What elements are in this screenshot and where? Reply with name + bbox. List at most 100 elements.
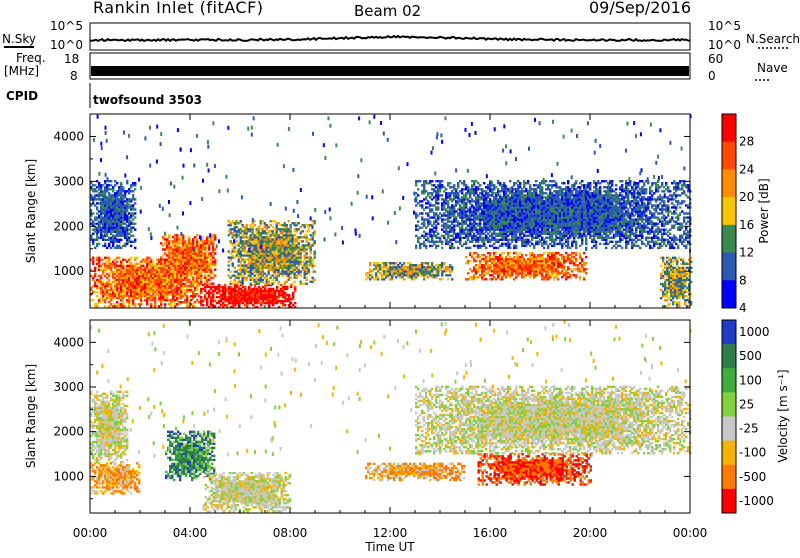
heatmap-cell <box>126 180 128 182</box>
heatmap-cell <box>509 252 511 254</box>
heatmap-cell <box>182 283 184 285</box>
heatmap-cell <box>298 222 300 224</box>
heatmap-cell <box>435 212 437 214</box>
heatmap-cell <box>451 270 453 272</box>
heatmap-cell <box>314 250 316 252</box>
heatmap-cell <box>150 303 152 305</box>
heatmap-cell <box>449 194 451 196</box>
heatmap-cell <box>503 252 505 254</box>
heatmap-cell <box>437 233 439 235</box>
heatmap-cell <box>469 260 471 262</box>
heatmap-cell <box>286 286 288 288</box>
power-heatmap-cells <box>90 114 692 308</box>
heatmap-cell <box>469 194 471 196</box>
heatmap-cell <box>96 291 98 293</box>
heatmap-cell <box>192 283 194 285</box>
heatmap-cell <box>371 270 373 272</box>
heatmap-cell <box>441 278 443 280</box>
heatmap-cell <box>415 184 417 186</box>
heatmap-cell <box>132 204 134 206</box>
heatmap-cell <box>569 268 571 270</box>
heatmap-cell <box>415 192 417 194</box>
heatmap-cell <box>429 202 431 204</box>
heatmap-cell <box>314 220 316 222</box>
heatmap-cell <box>92 233 94 235</box>
nsearch-tick-top: 10^5 <box>708 19 741 33</box>
heatmap-cell <box>314 271 316 273</box>
heatmap-cell <box>230 277 232 279</box>
heatmap-cell <box>314 279 316 281</box>
heatmap-cell <box>116 261 118 263</box>
heatmap-cell <box>308 269 310 271</box>
heatmap-cell <box>284 304 286 306</box>
heatmap-cell <box>447 278 449 280</box>
heatmap-cell <box>246 277 248 279</box>
heatmap-cell <box>200 277 202 279</box>
heatmap-cell <box>254 220 256 222</box>
heatmap-cell <box>146 303 148 305</box>
heatmap-cell <box>453 184 455 186</box>
heatmap-cell <box>184 277 186 279</box>
heatmap-cell <box>122 301 124 303</box>
heatmap-cell <box>132 235 134 237</box>
heatmap-cell <box>465 243 467 245</box>
heatmap-cell <box>575 274 577 276</box>
heatmap-cell <box>208 246 210 248</box>
heatmap-cell <box>312 267 314 269</box>
heatmap-cell <box>108 243 110 245</box>
heatmap-cell <box>445 270 447 272</box>
heatmap-cell <box>479 184 481 186</box>
heatmap-cell <box>421 212 423 214</box>
heatmap-cell <box>290 277 292 279</box>
heatmap-cell <box>493 243 495 245</box>
heatmap-cell <box>214 252 216 254</box>
heatmap-cell <box>314 264 316 266</box>
heatmap-cell <box>465 194 467 196</box>
heatmap-cell <box>126 243 128 245</box>
heatmap-cell <box>521 254 523 256</box>
freq-tick-bottom: 8 <box>70 69 78 83</box>
heatmap-cell <box>453 247 455 249</box>
heatmap-cell <box>122 186 124 188</box>
beam-title: Beam 02 <box>354 2 421 20</box>
heatmap-cell <box>134 198 136 200</box>
heatmap-cell <box>423 231 425 233</box>
cpid-label: CPID <box>6 89 38 103</box>
heatmap-cell <box>188 236 190 238</box>
heatmap-cell <box>312 236 314 238</box>
heatmap-cell <box>437 245 439 247</box>
heatmap-cell <box>234 246 236 248</box>
heatmap-cell <box>214 269 216 271</box>
heatmap-cell <box>457 247 459 249</box>
heatmap-cell <box>300 256 302 258</box>
heatmap-cell <box>310 246 312 248</box>
heatmap-cell <box>110 180 112 182</box>
heatmap-cell <box>122 263 124 265</box>
heatmap-cell <box>134 182 136 184</box>
heatmap-cell <box>120 182 122 184</box>
heatmap-cell <box>441 241 443 243</box>
heatmap-cell <box>437 206 439 208</box>
heatmap-cell <box>202 304 204 306</box>
heatmap-cell <box>118 257 120 259</box>
heatmap-cell <box>232 262 234 264</box>
heatmap-cell <box>214 258 216 260</box>
heatmap-cell <box>441 194 443 196</box>
heatmap-cell <box>108 279 110 281</box>
heatmap-cell <box>192 277 194 279</box>
heatmap-cell <box>232 254 234 256</box>
heatmap-cell <box>124 305 126 307</box>
heatmap-cell <box>419 180 421 182</box>
heatmap-cell <box>455 204 457 206</box>
heatmap-cell <box>132 194 134 196</box>
heatmap-cell <box>429 220 431 222</box>
heatmap-cell <box>306 283 308 285</box>
heatmap-cell <box>485 278 487 280</box>
heatmap-cell <box>417 220 419 222</box>
heatmap-cell <box>437 202 439 204</box>
heatmap-cell <box>250 283 252 285</box>
heatmap-cell <box>575 252 577 254</box>
heatmap-cell <box>134 303 136 305</box>
heatmap-cell <box>134 247 136 249</box>
heatmap-cell <box>431 262 433 264</box>
